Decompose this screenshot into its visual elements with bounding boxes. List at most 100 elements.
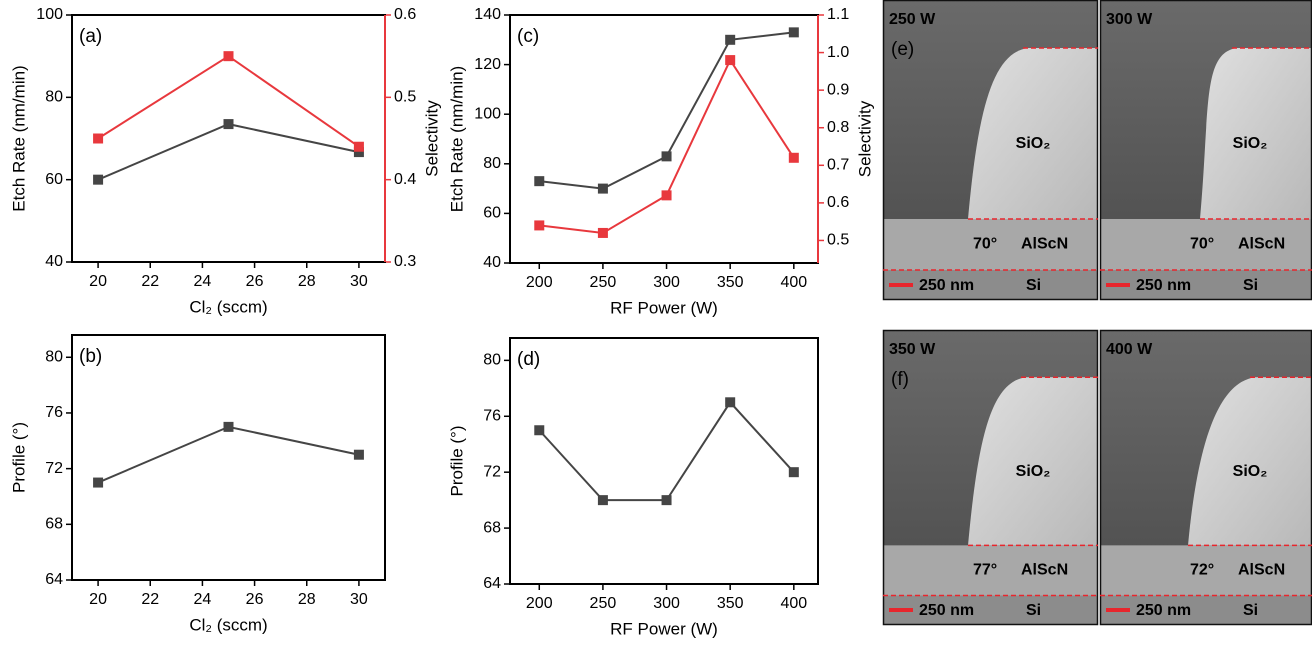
data-point	[597, 495, 608, 506]
angle-label: 70°	[973, 236, 997, 253]
y2-axis-label: Selectivity	[422, 100, 441, 177]
series-line	[97, 425, 360, 484]
data-point	[534, 176, 545, 187]
si-layer	[1100, 270, 1312, 300]
sem-image: 400 W SiO₂ 72° AlScN 250 nm Si	[1099, 329, 1312, 626]
x-tick-label: 28	[298, 591, 316, 608]
x-tick-label: 26	[246, 273, 264, 290]
layer-label: SiO₂	[1016, 135, 1051, 152]
alscn-layer	[883, 545, 1098, 596]
series-line	[539, 58, 795, 234]
data-point	[597, 227, 608, 238]
y-tick-label: 40	[483, 254, 501, 271]
layer-label: SiO₂	[1233, 135, 1268, 152]
y-tick-label: 72	[45, 460, 63, 477]
sem-image: 350 W (f) SiO₂ 77° AlScN 250 nm Si	[882, 329, 1099, 626]
y-tick-label: 80	[45, 348, 63, 365]
x-axis-label: Cl₂ (sccm)	[189, 615, 267, 634]
y-tick-label: 60	[483, 205, 501, 222]
data-point	[353, 147, 364, 158]
panel-label: (e)	[891, 39, 914, 60]
data-point	[93, 174, 104, 185]
data-point	[93, 477, 104, 488]
y2-tick-label: 0.6	[394, 6, 416, 23]
panel-label: (c)	[517, 26, 539, 47]
angle-label: 72°	[1190, 562, 1214, 579]
series-line	[97, 54, 360, 148]
x-tick-label: 24	[194, 273, 212, 290]
y2-tick-label: 0.7	[827, 157, 849, 174]
y-axis-label: Profile (°)	[9, 422, 28, 493]
power-label: 250 W	[889, 11, 936, 28]
data-point	[788, 467, 799, 478]
x-tick-label: 400	[780, 274, 807, 291]
y2-tick-label: 0.8	[827, 119, 849, 136]
sem-image: 250 W (e) SiO₂ 70° AlScN 250 nm Si	[882, 0, 1099, 301]
scale-label: 250 nm	[919, 602, 974, 619]
y-tick-label: 68	[483, 519, 501, 536]
layer-label: Si	[1243, 602, 1258, 619]
layer-label: SiO₂	[1016, 463, 1051, 480]
plot-frame	[509, 337, 819, 585]
x-tick-label: 350	[717, 274, 744, 291]
power-label: 400 W	[1106, 341, 1153, 358]
panel-label: (a)	[79, 26, 102, 47]
series-line	[97, 123, 360, 181]
image-border	[882, 0, 1099, 301]
data-point	[661, 151, 672, 162]
data-point	[353, 449, 364, 460]
layer-label: AlScN	[1021, 236, 1068, 253]
x-tick-label: 250	[590, 274, 617, 291]
x-axis-label: Cl₂ (sccm)	[189, 297, 267, 316]
power-label: 300 W	[1106, 11, 1153, 28]
x-tick-label: 300	[653, 595, 680, 612]
y2-tick-label: 1.0	[827, 44, 849, 61]
x-tick-label: 200	[526, 274, 553, 291]
x-tick-label: 24	[194, 591, 212, 608]
y-axis-label: Profile (°)	[447, 425, 466, 496]
y-tick-label: 60	[45, 171, 63, 188]
y-tick-label: 140	[474, 6, 501, 23]
data-point	[725, 397, 736, 408]
y-tick-label: 40	[45, 253, 63, 270]
data-point	[534, 220, 545, 231]
layer-label: Si	[1026, 277, 1041, 294]
data-point	[353, 141, 364, 152]
y-axis-label: Etch Rate (nm/min)	[447, 66, 466, 212]
data-point	[661, 495, 672, 506]
y2-axis-label: Selectivity	[855, 100, 874, 177]
y-tick-label: 64	[45, 571, 63, 588]
x-tick-label: 300	[653, 274, 680, 291]
power-label: 350 W	[889, 341, 936, 358]
x-tick-label: 250	[590, 595, 617, 612]
alscn-layer	[1100, 545, 1312, 596]
data-point	[597, 183, 608, 194]
data-point	[223, 421, 234, 432]
y-tick-label: 76	[45, 404, 63, 421]
layer-label: AlScN	[1021, 562, 1068, 579]
y2-tick-label: 0.3	[394, 253, 416, 270]
y-tick-label: 72	[483, 463, 501, 480]
x-tick-label: 30	[350, 273, 368, 290]
si-layer	[883, 595, 1098, 625]
x-tick-label: 22	[141, 591, 159, 608]
y2-tick-label: 0.6	[827, 194, 849, 211]
y-tick-label: 100	[36, 6, 63, 23]
panel-label: (f)	[891, 369, 909, 390]
scale-label: 250 nm	[1136, 277, 1191, 294]
series-line	[539, 31, 794, 190]
data-point	[223, 119, 234, 130]
y-tick-label: 80	[483, 155, 501, 172]
plot-frame	[509, 14, 819, 264]
x-tick-label: 28	[298, 273, 316, 290]
data-point	[223, 51, 234, 62]
sem-image: 300 W SiO₂ 70° AlScN 250 nm Si	[1099, 0, 1312, 301]
oxide-layer	[1200, 48, 1312, 219]
layer-label: AlScN	[1238, 562, 1285, 579]
oxide-layer	[968, 377, 1098, 546]
angle-label: 77°	[973, 562, 997, 579]
data-point	[788, 152, 799, 163]
y2-tick-label: 0.4	[394, 171, 416, 188]
oxide-layer	[1188, 377, 1312, 546]
